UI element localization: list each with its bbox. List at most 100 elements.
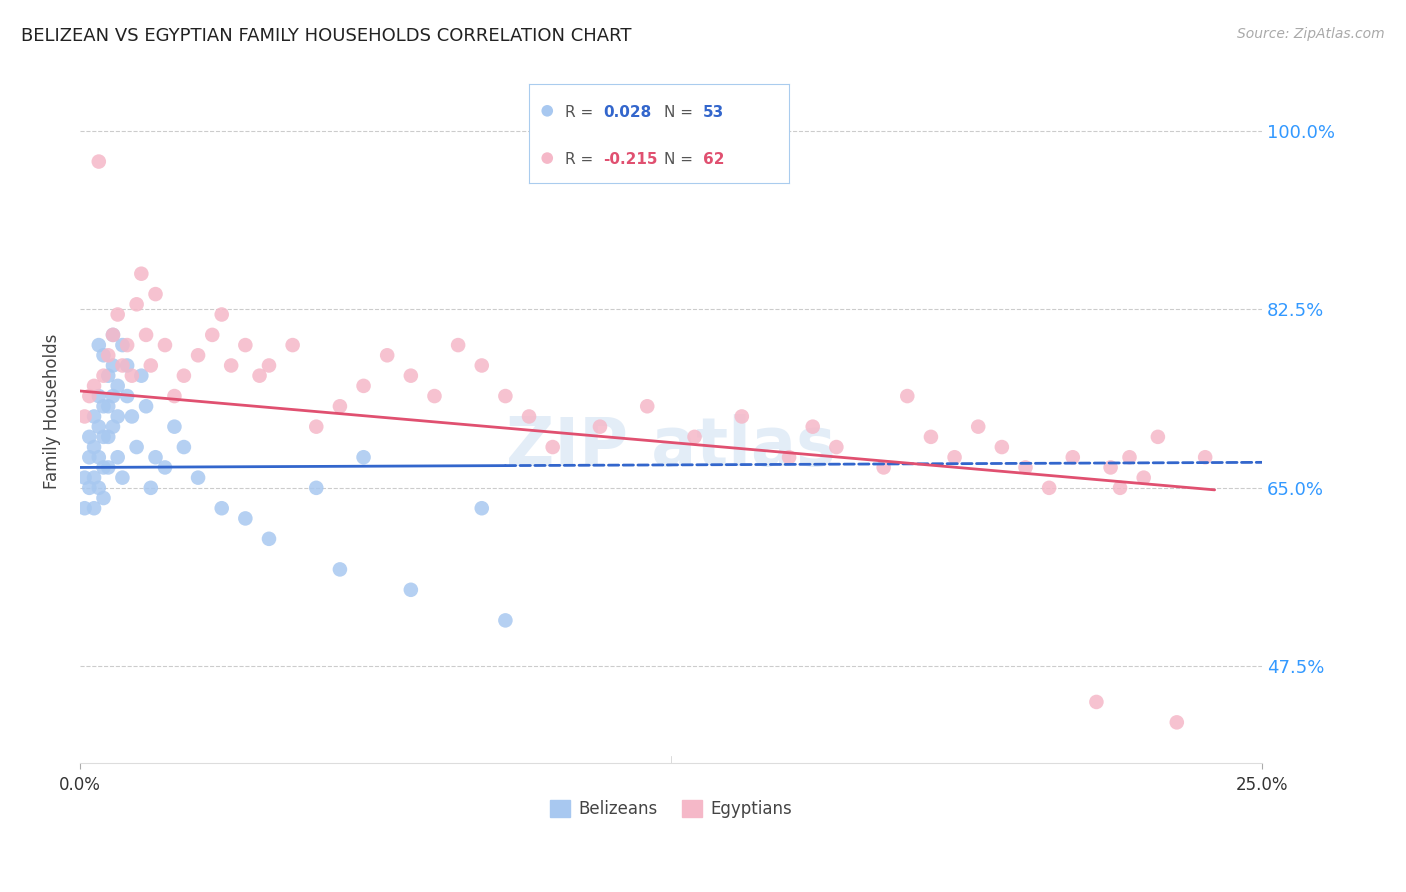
Point [83, 501, 105, 516]
Point [107, 379, 129, 393]
Point [801, 419, 824, 434]
Point [636, 399, 658, 413]
Point [173, 440, 195, 454]
Point [93, 491, 115, 505]
Point [111, 359, 134, 373]
Point [1109, 481, 1132, 495]
Point [353, 450, 375, 465]
Point [305, 481, 328, 495]
Point [83, 379, 105, 393]
Point [872, 460, 894, 475]
Legend: Belizeans, Egyptians: Belizeans, Egyptians [543, 794, 799, 825]
Point [121, 409, 143, 424]
Point [1014, 460, 1036, 475]
Point [121, 368, 143, 383]
Point [87, 338, 110, 352]
Point [219, 359, 242, 373]
Text: ZIP atlas: ZIP atlas [506, 414, 835, 480]
Point [139, 359, 162, 373]
Point [967, 419, 990, 434]
Point [131, 267, 153, 281]
Point [139, 481, 162, 495]
Point [1118, 450, 1140, 465]
Point [131, 368, 153, 383]
Point [107, 450, 129, 465]
Point [93, 368, 115, 383]
Point [93, 430, 115, 444]
Point [115, 389, 138, 403]
Point [517, 409, 540, 424]
Point [589, 419, 612, 434]
Point [107, 308, 129, 322]
Point [79, 481, 101, 495]
Point [235, 511, 257, 525]
Point [153, 460, 176, 475]
Point [125, 297, 148, 311]
Point [163, 389, 186, 403]
Point [79, 430, 101, 444]
Point [683, 430, 706, 444]
Point [471, 359, 494, 373]
Point [896, 389, 918, 403]
Point [201, 327, 224, 342]
Point [101, 359, 124, 373]
Point [101, 327, 124, 342]
Point [107, 409, 129, 424]
Point [211, 308, 233, 322]
Point [97, 460, 120, 475]
Point [257, 359, 280, 373]
Point [111, 470, 134, 484]
Point [399, 368, 422, 383]
Point [375, 348, 398, 362]
Point [73, 470, 96, 484]
Point [329, 562, 352, 576]
Point [87, 389, 110, 403]
Point [943, 450, 966, 465]
Point [1147, 430, 1170, 444]
Point [101, 419, 124, 434]
Point [187, 470, 209, 484]
Point [93, 399, 115, 413]
Point [125, 440, 148, 454]
Point [1132, 470, 1154, 484]
Point [115, 338, 138, 352]
Point [494, 613, 516, 627]
Point [87, 450, 110, 465]
Point [281, 338, 304, 352]
Point [97, 430, 120, 444]
Point [87, 419, 110, 434]
Point [305, 419, 328, 434]
Point [135, 327, 157, 342]
Point [447, 338, 470, 352]
Point [1062, 450, 1084, 465]
Point [83, 440, 105, 454]
Y-axis label: Family Households: Family Households [44, 334, 60, 489]
Point [1166, 715, 1188, 730]
Point [101, 389, 124, 403]
Point [329, 399, 352, 413]
Point [115, 359, 138, 373]
Point [73, 409, 96, 424]
Point [101, 327, 124, 342]
Point [778, 450, 800, 465]
Point [153, 338, 176, 352]
Point [920, 430, 942, 444]
Point [173, 368, 195, 383]
Point [1099, 460, 1122, 475]
Point [87, 481, 110, 495]
Point [83, 470, 105, 484]
Text: Source: ZipAtlas.com: Source: ZipAtlas.com [1237, 27, 1385, 41]
Point [353, 379, 375, 393]
Text: BELIZEAN VS EGYPTIAN FAMILY HOUSEHOLDS CORRELATION CHART: BELIZEAN VS EGYPTIAN FAMILY HOUSEHOLDS C… [21, 27, 631, 45]
Point [187, 348, 209, 362]
Point [135, 399, 157, 413]
Point [825, 440, 848, 454]
Point [145, 287, 167, 301]
Point [79, 389, 101, 403]
Point [731, 409, 754, 424]
Point [494, 389, 516, 403]
Point [97, 368, 120, 383]
Point [399, 582, 422, 597]
Point [541, 440, 564, 454]
Point [145, 450, 167, 465]
